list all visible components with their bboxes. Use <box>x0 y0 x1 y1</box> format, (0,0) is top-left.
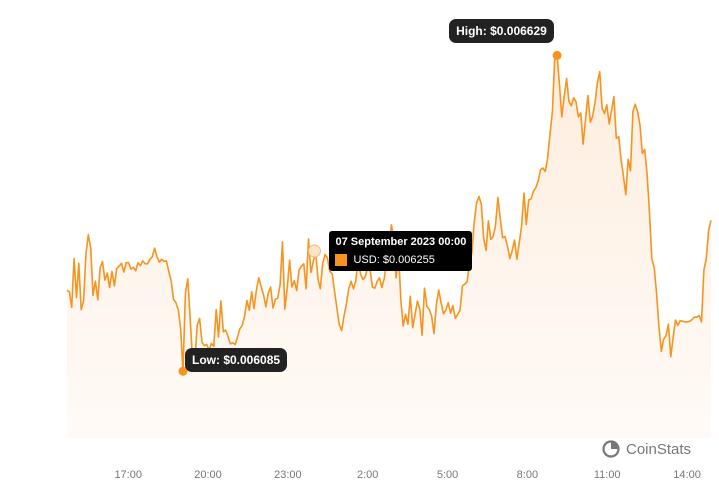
x-tick-label: 11:00 <box>594 469 621 481</box>
x-tick-label: 2:00 <box>357 469 378 481</box>
high-price-label: High: $0.006629 <box>449 19 554 44</box>
tooltip-date: 07 September 2023 00:00 <box>335 236 467 249</box>
low-price-label: Low: $0.006085 <box>185 348 288 373</box>
x-tick-label: 23:00 <box>274 469 302 481</box>
hover-tooltip: 07 September 2023 00:00 USD: $0.006255 <box>329 231 473 272</box>
price-area-fill <box>67 55 711 439</box>
hover-point-marker <box>307 244 321 258</box>
coinstats-logo: CoinStats <box>602 440 691 458</box>
coinstats-logo-icon <box>602 440 620 458</box>
high-point-marker <box>552 50 562 60</box>
x-tick-label: 20:00 <box>194 469 222 481</box>
tooltip-series-swatch <box>335 254 348 267</box>
x-tick-label: 17:00 <box>114 469 142 481</box>
x-tick-label: 14:00 <box>673 469 701 481</box>
brand-name: CoinStats <box>626 440 692 458</box>
tooltip-value: USD: $0.006255 <box>353 254 435 267</box>
x-tick-label: 5:00 <box>437 469 458 481</box>
x-tick-label: 8:00 <box>517 469 538 481</box>
